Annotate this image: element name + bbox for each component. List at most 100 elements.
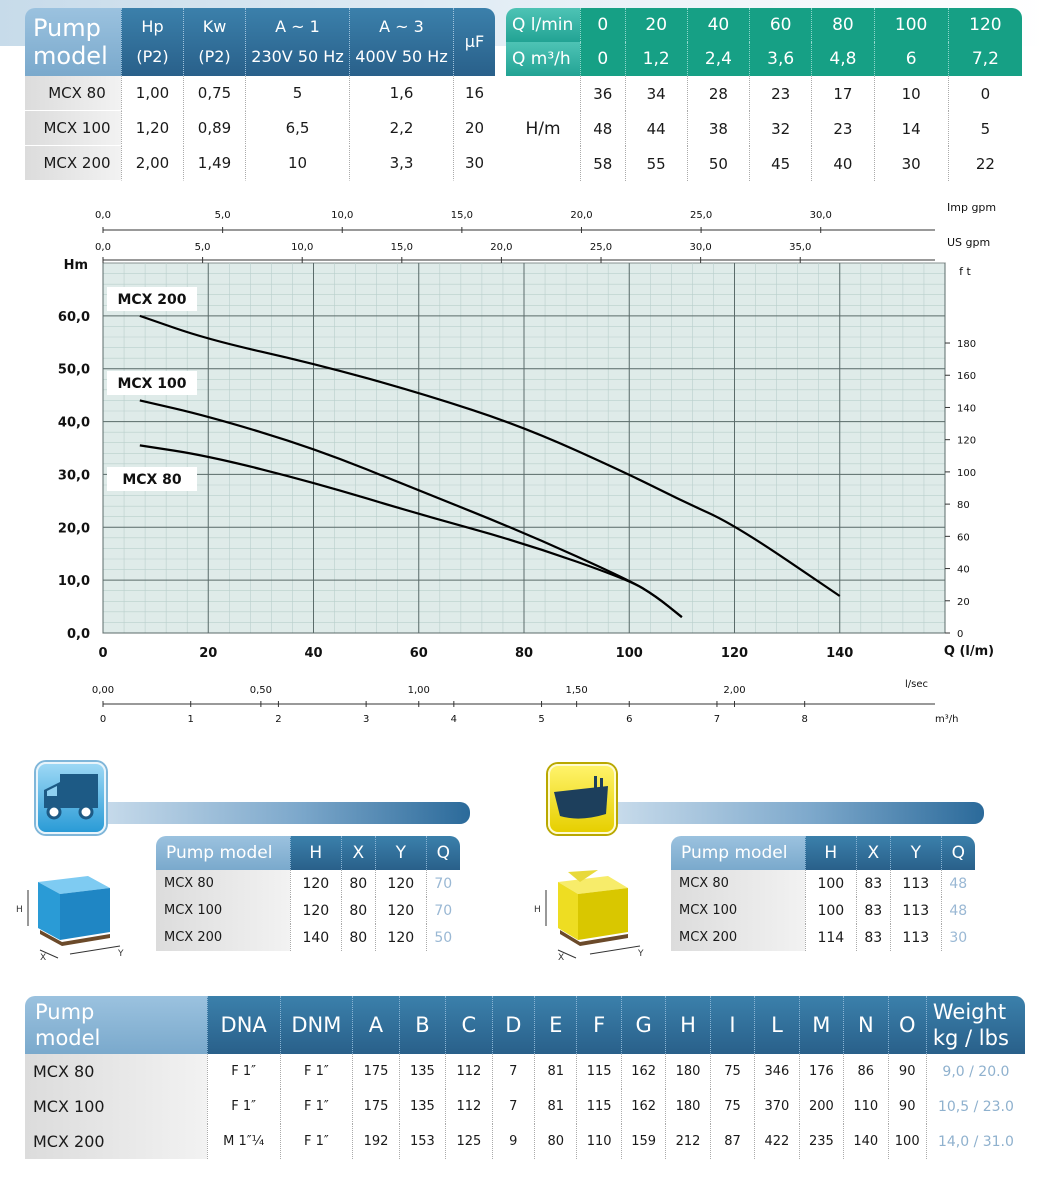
row-model: MCX 80 <box>156 870 290 897</box>
cell: 9 <box>491 1124 534 1159</box>
y-tick-label: 60,0 <box>58 310 90 325</box>
cell: 5 <box>947 111 1022 146</box>
q-m3h-cell: 6 <box>873 42 948 76</box>
cell: 22 <box>947 146 1022 181</box>
cell: 112 <box>445 1054 491 1089</box>
table-row: MCX 200 M 1″¼ F 1″ 192 153 125 9 80 110 159 212 87 4… <box>25 1124 1025 1159</box>
cell: 115 <box>576 1054 620 1089</box>
cell: 80 <box>340 924 375 951</box>
cell: 100 <box>805 870 856 897</box>
m3h-tick-label: 5 <box>538 714 544 725</box>
cell: 50 <box>425 924 460 951</box>
q-m3h-cell: 3,6 <box>749 42 812 76</box>
ft-tick-label: 20 <box>957 597 970 608</box>
cell: 90 <box>887 1054 926 1089</box>
cell: 180 <box>665 1054 709 1089</box>
cell: 75 <box>709 1089 754 1124</box>
cell: F 1″ <box>206 1054 280 1089</box>
cell: 83 <box>855 924 890 951</box>
dim-header-e: E <box>534 996 577 1054</box>
ft-tick-label: 60 <box>957 532 970 543</box>
table-row: MCX 80 100 83 113 48 <box>671 870 975 897</box>
q-m3h-cell: 7,2 <box>947 42 1022 76</box>
us-tick-label: 20,0 <box>490 242 512 253</box>
row-model: MCX 100 <box>25 1089 207 1124</box>
dim-header-f: F <box>576 996 621 1054</box>
row-model: MCX 200 <box>25 1124 207 1159</box>
uf-header: μF <box>453 8 495 76</box>
cell: 80 <box>340 870 375 897</box>
cell: 16 <box>453 76 495 111</box>
series-label-bg <box>107 467 197 491</box>
cell: F 1″ <box>279 1124 353 1159</box>
pack-header-y: Y <box>889 836 941 870</box>
cell: 23 <box>749 76 811 111</box>
pack-header-q: Q <box>940 836 975 870</box>
cell: 0,89 <box>183 111 245 146</box>
flow-table: Q l/min 0 20 40 60 80 100 120 Q m³/h 0 1… <box>506 8 1022 181</box>
cell: 87 <box>709 1124 754 1159</box>
x-tick-label: 100 <box>616 646 643 661</box>
row-model: MCX 200 <box>25 146 121 181</box>
table-row: MCX 100 1,20 0,89 6,5 2,2 20 <box>25 111 495 146</box>
ship-ribbon <box>536 800 984 840</box>
ft-tick-label: 100 <box>957 468 976 479</box>
cell: 23 <box>811 111 873 146</box>
cell: 48 <box>940 897 975 924</box>
m3h-axis-label: m³/h <box>935 714 958 725</box>
dim-header-b: B <box>398 996 446 1054</box>
series-label: MCX 200 <box>117 292 186 308</box>
cell: 140 <box>843 1124 887 1159</box>
ship-pack-table: Pump model H X Y Q MCX 80 100 83 113 48 MCX … <box>671 836 975 951</box>
cell: 1,6 <box>349 76 453 111</box>
cell: 176 <box>798 1054 843 1089</box>
cell: 100 <box>805 897 856 924</box>
dim-header-a: A <box>352 996 399 1054</box>
cell: 28 <box>686 76 749 111</box>
kw-header: Kw (P2) <box>183 8 245 76</box>
cell: 162 <box>620 1054 665 1089</box>
cell: 30 <box>873 146 948 181</box>
pack-header-h: H <box>805 836 856 870</box>
cell: 50 <box>686 146 749 181</box>
cell: 135 <box>398 1089 445 1124</box>
cell: 370 <box>754 1089 798 1124</box>
us-tick-label: 5,0 <box>195 242 211 253</box>
weight-cell: 14,0 / 31.0 <box>925 1124 1025 1159</box>
truck-ribbon <box>22 800 470 840</box>
cell: 1,00 <box>121 76 183 111</box>
table-row: MCX 100 F 1″ F 1″ 175 135 112 7 81 115 162 180 75 37… <box>25 1089 1025 1124</box>
cell: 81 <box>534 1054 576 1089</box>
imp-tick-label: 5,0 <box>215 210 231 221</box>
dim-header-h: H <box>665 996 710 1054</box>
y-tick-label: 0,0 <box>67 627 90 642</box>
lsec-axis-label: l/sec <box>905 679 928 690</box>
dim-header-d: D <box>491 996 535 1054</box>
cell: 45 <box>749 146 811 181</box>
cell: 110 <box>576 1124 620 1159</box>
cell: 1,49 <box>183 146 245 181</box>
weight-header: Weight kg / lbs <box>925 996 1025 1054</box>
table-row: MCX 80 F 1″ F 1″ 175 135 112 7 81 115 162 180 75 346… <box>25 1054 1025 1089</box>
q-lmin-cell: 100 <box>873 8 948 42</box>
cell: 30 <box>453 146 495 181</box>
row-model: MCX 200 <box>156 924 290 951</box>
dim-header-c: C <box>445 996 492 1054</box>
cell: 7 <box>491 1089 534 1124</box>
ft-tick-label: 180 <box>957 339 976 350</box>
x-tick-label: 80 <box>515 646 533 661</box>
model-header: Pump model <box>25 996 207 1054</box>
dim-header-n: N <box>843 996 888 1054</box>
cell: 81 <box>534 1089 576 1124</box>
m3h-tick-label: 3 <box>363 714 369 725</box>
us-axis-label: US gpm <box>947 236 990 249</box>
pack-header-y: Y <box>374 836 426 870</box>
lsec-tick-label: 0,00 <box>92 685 114 696</box>
cell: 36 <box>580 76 625 111</box>
q-m3h-cell: 4,8 <box>811 42 874 76</box>
imp-tick-label: 20,0 <box>570 210 592 221</box>
truck-box-illustration: H X Y <box>10 870 130 963</box>
x-tick-label: 40 <box>304 646 322 661</box>
ft-tick-label: 120 <box>957 436 976 447</box>
table-row: MCX 80 1,00 0,75 5 1,6 16 <box>25 76 495 111</box>
